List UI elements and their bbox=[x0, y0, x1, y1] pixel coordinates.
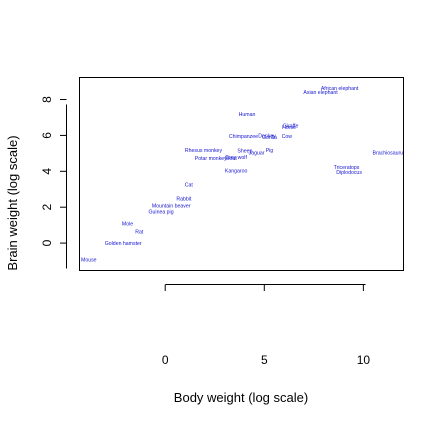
point-label: Mountain beaver bbox=[152, 204, 191, 210]
point-label: Horse bbox=[282, 125, 296, 131]
y-tick-label: 0 bbox=[40, 239, 54, 246]
point-label: Mouse bbox=[81, 258, 97, 264]
point-label: Gorilla bbox=[262, 135, 277, 141]
point-label: Mole bbox=[122, 221, 133, 227]
point-label: Goat bbox=[226, 156, 238, 162]
point-label: Jaguar bbox=[249, 151, 265, 157]
y-axis-title: Brain weight (log scale) bbox=[5, 135, 20, 270]
point-label: Triceratops bbox=[334, 165, 360, 171]
point-label: Sheep bbox=[237, 148, 252, 154]
y-tick-label: 4 bbox=[40, 168, 54, 175]
y-tick-label: 6 bbox=[40, 132, 54, 139]
x-tick-label: 0 bbox=[162, 353, 169, 367]
point-label: Grey wolf bbox=[225, 155, 247, 161]
point-label: Potar monkey bbox=[195, 156, 227, 162]
x-axis-ticks: 0 5 10 bbox=[162, 284, 371, 367]
point-label: Rat bbox=[135, 230, 144, 236]
point-label: Brachiosaurus bbox=[373, 150, 407, 156]
point-label: African elephant bbox=[321, 86, 359, 92]
point-label: Kangaroo bbox=[225, 169, 248, 175]
plot-frame bbox=[79, 77, 404, 271]
point-label: Rabbit bbox=[176, 196, 192, 202]
point-label: Giraffe bbox=[283, 124, 299, 130]
y-tick-label: 2 bbox=[40, 204, 54, 211]
x-tick-label: 10 bbox=[357, 353, 371, 367]
point-label: Cow bbox=[282, 134, 293, 140]
point-label: Chimpanzee bbox=[229, 134, 258, 140]
y-axis-ticks: 0 2 4 6 8 bbox=[40, 96, 67, 246]
point-label: Golden hamster bbox=[105, 241, 142, 247]
point-label: Pig bbox=[266, 148, 274, 154]
point-label: Guinea pig bbox=[149, 210, 174, 216]
x-tick-label: 5 bbox=[261, 353, 268, 367]
point-label: Asian elephant bbox=[303, 90, 338, 96]
point-label: Diplodocus bbox=[336, 170, 362, 176]
point-label: Cat bbox=[185, 183, 194, 189]
point-label: Rhesus monkey bbox=[185, 148, 223, 154]
x-axis-title: Body weight (log scale) bbox=[174, 390, 308, 405]
point-label: Donkey bbox=[258, 133, 276, 139]
y-tick-label: 8 bbox=[40, 96, 54, 103]
point-label: Human bbox=[239, 112, 256, 118]
